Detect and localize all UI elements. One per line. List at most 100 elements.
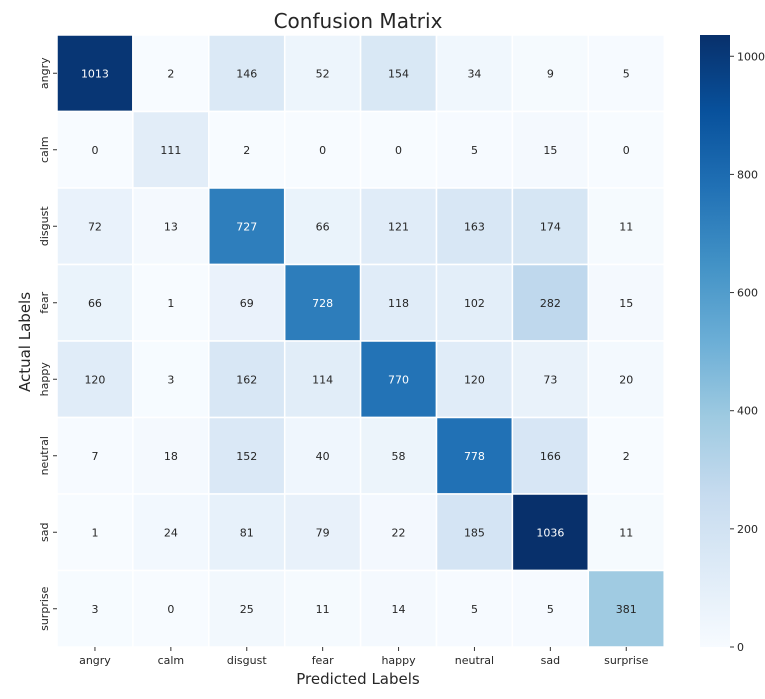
cell-value-label: 66 <box>88 297 102 310</box>
cell-value-label: 69 <box>240 297 254 310</box>
cell-value-label: 58 <box>392 450 406 463</box>
heatmap-cell <box>435 187 514 266</box>
heatmap-cell <box>56 34 134 113</box>
x-tick-label: surprise <box>604 654 649 667</box>
cell-value-label: 15 <box>619 297 633 310</box>
cell-value-label: 154 <box>388 67 409 80</box>
heatmap-cell <box>511 340 590 419</box>
heatmap-cell <box>208 263 286 342</box>
cell-value-label: 114 <box>312 373 333 386</box>
cell-value-label: 20 <box>619 373 633 386</box>
cell-value-label: 102 <box>464 297 485 310</box>
colorbar-tick-label: 600 <box>737 287 758 300</box>
cell-value-label: 152 <box>236 450 257 463</box>
cell-value-label: 1036 <box>536 526 564 539</box>
cell-value-label: 120 <box>464 373 485 386</box>
cell-value-label: 66 <box>316 220 330 233</box>
heatmap-cell <box>283 187 362 266</box>
heatmap-cell <box>435 493 514 572</box>
heatmap-cell <box>132 493 210 572</box>
cell-value-label: 146 <box>236 67 257 80</box>
cell-value-label: 185 <box>464 526 485 539</box>
heatmap-cell <box>435 34 514 113</box>
cell-value-label: 11 <box>619 526 633 539</box>
heatmap-cell <box>511 493 590 572</box>
x-tick-label: angry <box>79 654 111 667</box>
x-tick-label: happy <box>381 654 416 667</box>
cell-value-label: 0 <box>623 144 630 157</box>
cell-value-label: 166 <box>540 450 561 463</box>
heatmap-cell <box>359 187 438 266</box>
cell-value-label: 2 <box>167 67 174 80</box>
heatmap-cells: 1013 2 146 52 154 34 9 50 111 2 0 0 5 15 072 13 727 66 121… <box>56 34 665 648</box>
heatmap-cell <box>283 110 362 189</box>
y-tick-label: happy <box>38 362 51 397</box>
cell-value-label: 0 <box>319 144 326 157</box>
colorbar-tick-label: 1000 <box>737 50 765 63</box>
cell-value-label: 72 <box>88 220 102 233</box>
cell-value-label: 14 <box>392 603 406 616</box>
cell-value-label: 79 <box>316 526 330 539</box>
heatmap-cell <box>359 416 438 495</box>
x-tick-label: disgust <box>227 654 267 667</box>
cell-value-label: 3 <box>91 603 98 616</box>
cell-value-label: 52 <box>316 67 330 80</box>
y-tick-label: fear <box>38 291 51 313</box>
heatmap-cell <box>511 187 590 266</box>
cell-value-label: 73 <box>543 373 557 386</box>
x-tick-label: neutral <box>455 654 494 667</box>
cell-value-label: 11 <box>316 603 330 616</box>
heatmap-cell <box>511 416 590 495</box>
cell-value-label: 0 <box>395 144 402 157</box>
y-tick-label: sad <box>38 523 51 542</box>
cell-value-label: 770 <box>388 373 409 386</box>
cell-value-label: 40 <box>316 450 330 463</box>
cell-value-label: 1013 <box>81 67 109 80</box>
cell-value-label: 2 <box>243 144 250 157</box>
heatmap-cell <box>435 416 514 495</box>
heatmap-cell <box>132 34 210 113</box>
y-tick-label: neutral <box>38 436 51 475</box>
heatmap-cell <box>587 187 665 266</box>
y-axis-label: Actual Labels <box>16 292 34 392</box>
cell-value-label: 727 <box>236 220 257 233</box>
cell-value-label: 778 <box>464 450 485 463</box>
cell-value-label: 163 <box>464 220 485 233</box>
cell-value-label: 18 <box>164 450 178 463</box>
heatmap-cell <box>587 340 665 419</box>
heatmap-cell <box>132 187 210 266</box>
cell-value-label: 24 <box>164 526 178 539</box>
chart-title: Confusion Matrix <box>274 9 443 33</box>
cell-value-label: 7 <box>91 450 98 463</box>
x-tick-label: fear <box>312 654 334 667</box>
cell-value-label: 381 <box>616 603 637 616</box>
cell-value-label: 11 <box>619 220 633 233</box>
cell-value-label: 728 <box>312 297 333 310</box>
cell-value-label: 0 <box>91 144 98 157</box>
cell-value-label: 5 <box>623 67 630 80</box>
cell-value-label: 162 <box>236 373 257 386</box>
colorbar <box>700 35 730 647</box>
colorbar-tick-label: 0 <box>737 641 744 654</box>
cell-value-label: 2 <box>623 450 630 463</box>
heatmap-cell <box>587 34 665 113</box>
cell-value-label: 15 <box>543 144 557 157</box>
cell-value-label: 13 <box>164 220 178 233</box>
heatmap-cell <box>359 340 438 419</box>
cell-value-label: 34 <box>467 67 481 80</box>
heatmap-cell <box>435 110 514 189</box>
cell-value-label: 5 <box>471 144 478 157</box>
heatmap-cell <box>587 569 665 648</box>
x-axis-label: Predicted Labels <box>296 670 420 688</box>
heatmap-cell <box>208 569 286 648</box>
cell-value-label: 5 <box>547 603 554 616</box>
cell-value-label: 121 <box>388 220 409 233</box>
heatmap-cell <box>359 493 438 572</box>
cell-value-label: 81 <box>240 526 254 539</box>
y-tick-label: surprise <box>38 586 51 631</box>
cell-value-label: 25 <box>240 603 254 616</box>
colorbar-tick-label: 400 <box>737 405 758 418</box>
y-tick-label: disgust <box>38 206 51 246</box>
